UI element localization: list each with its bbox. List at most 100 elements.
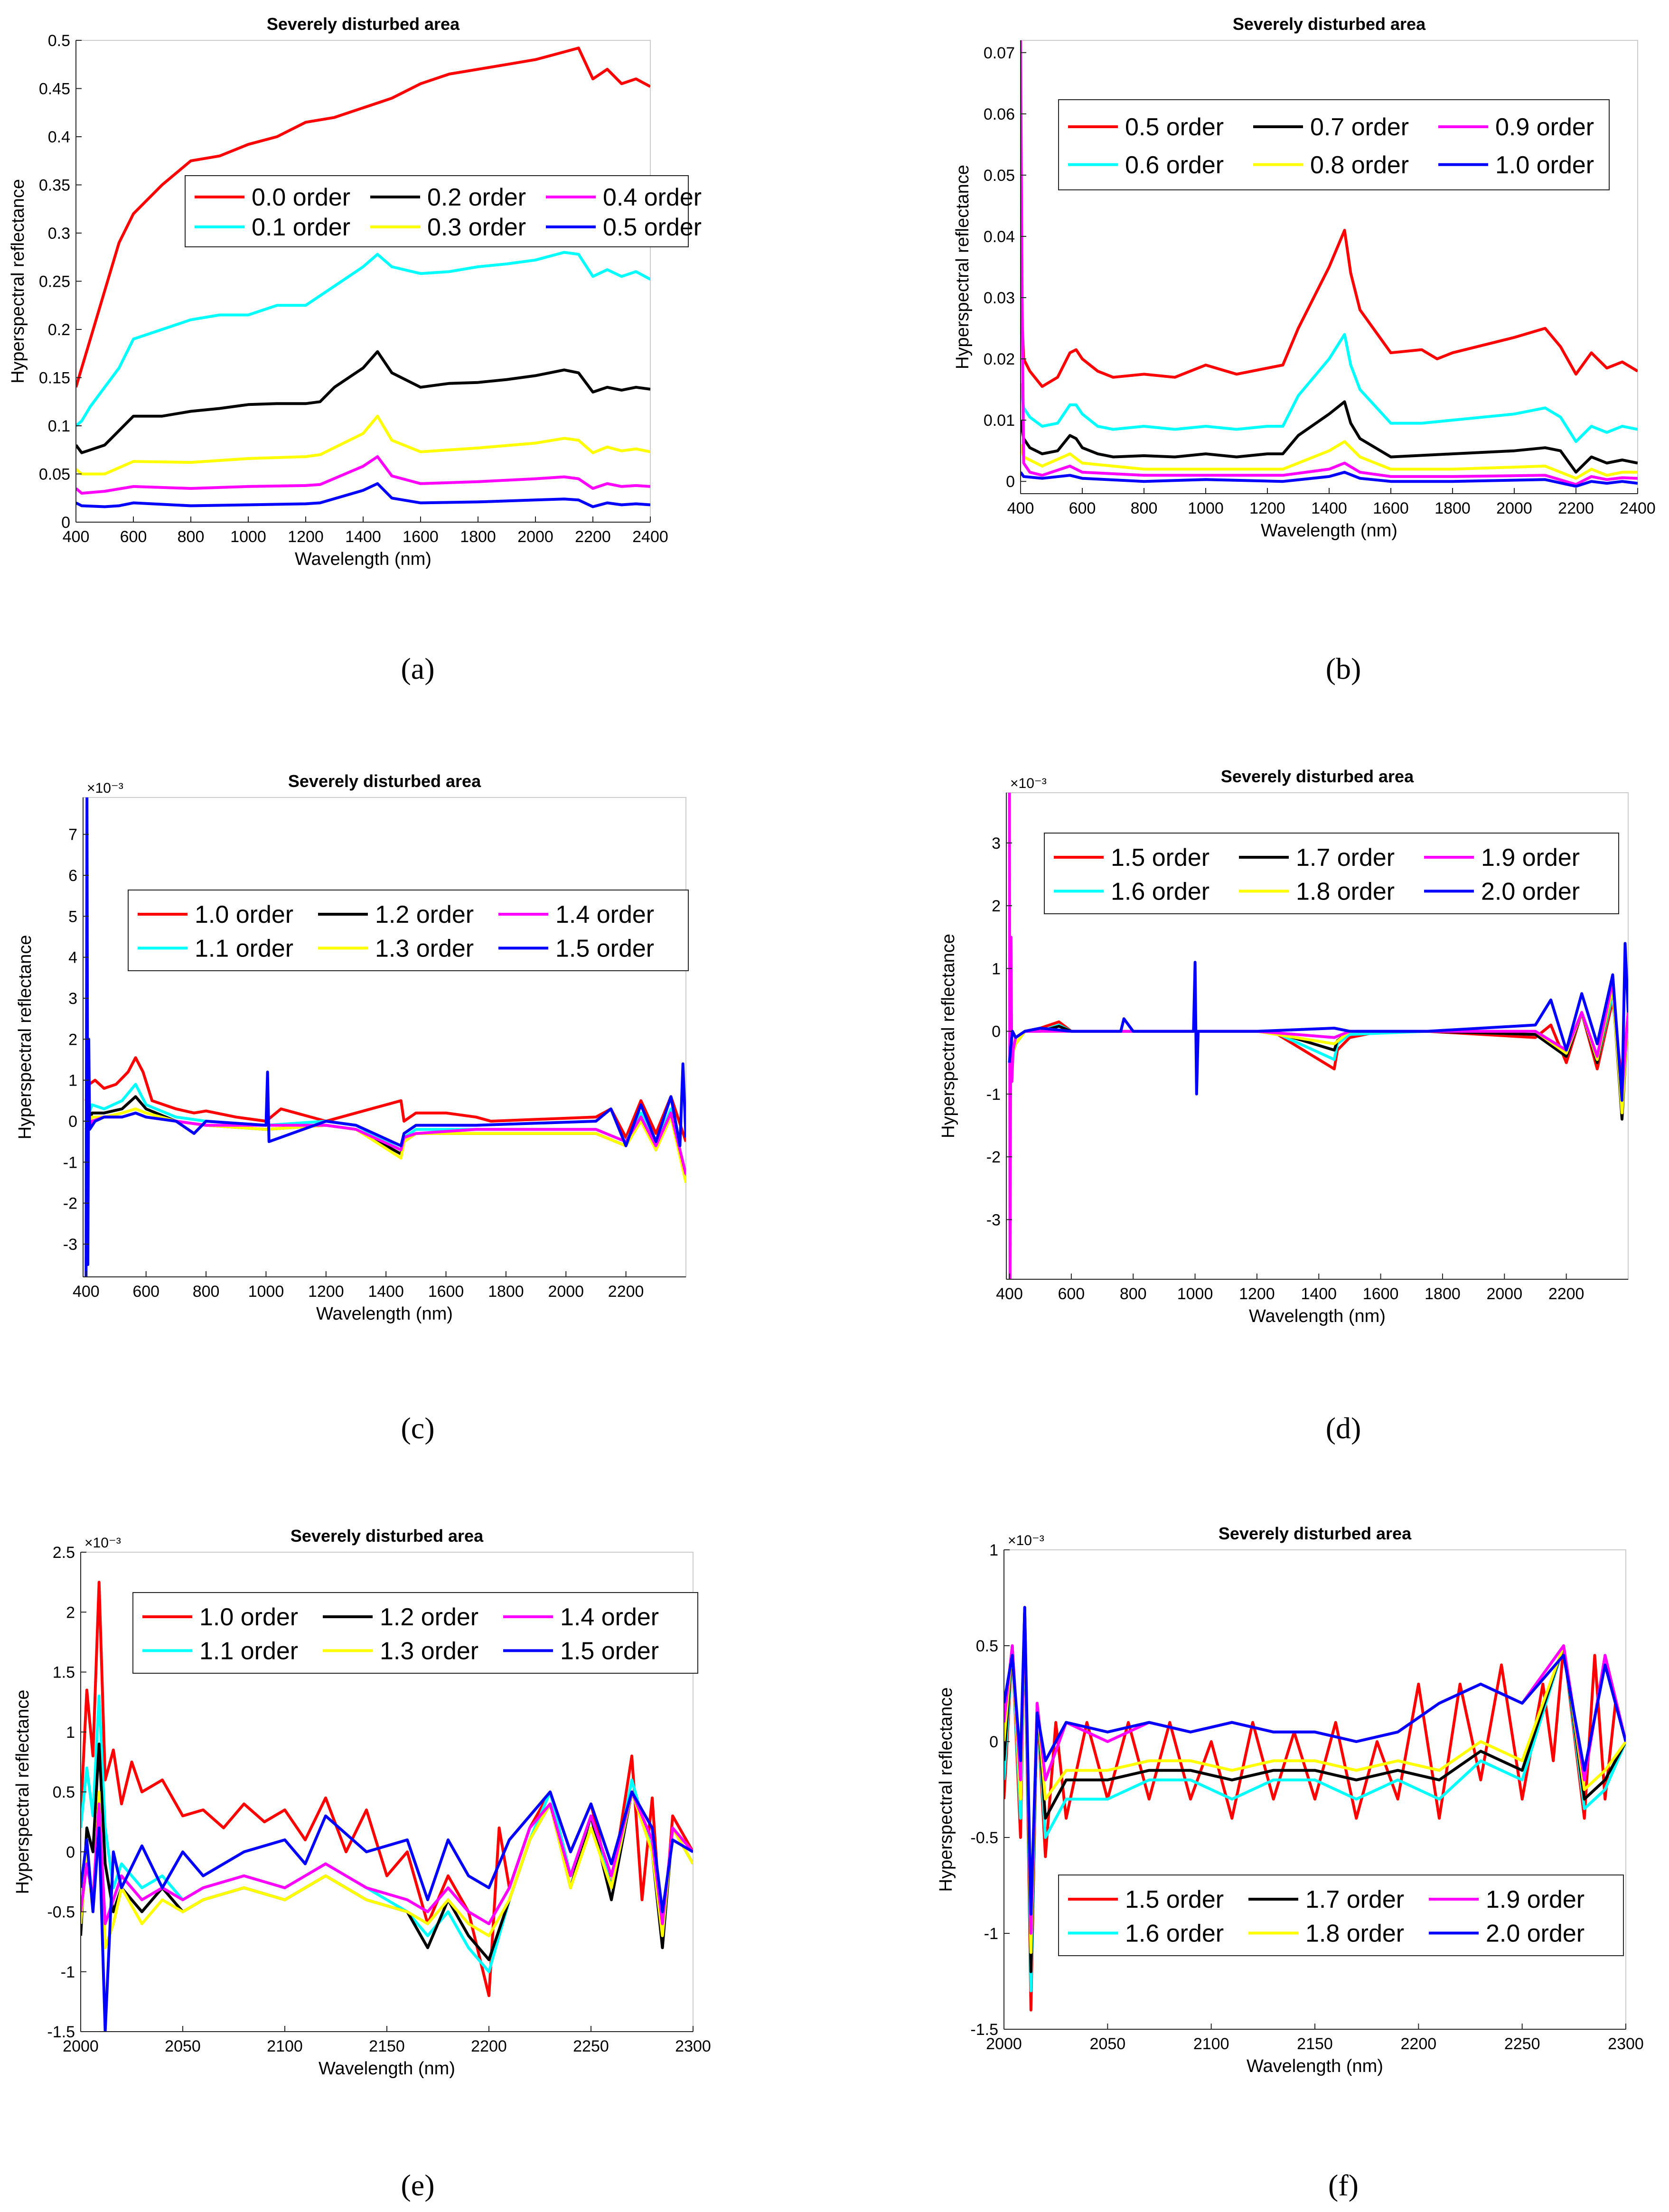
panel-e-y-axis-label: Hyperspectral reflectance <box>13 1690 33 1894</box>
panel-d-y-tick-label: -2 <box>986 1148 1001 1166</box>
panel-a-y-tick-label: 0.25 <box>39 273 70 291</box>
panel-f-y-tick-label: -1 <box>984 1925 998 1943</box>
panel-e-series-line-4 <box>81 1790 693 1950</box>
panel-f-legend-label: 1.8 order <box>1305 1920 1404 1947</box>
panel-a-legend-label: 0.3 order <box>427 214 526 241</box>
panel-b-y-tick-label: 0 <box>1006 473 1015 491</box>
panel-b-x-axis-label: Wavelength (nm) <box>1261 521 1397 541</box>
panel-d-y-tick-label: -3 <box>986 1211 1001 1229</box>
panel-a-legend-label: 0.1 order <box>252 214 350 241</box>
panel-b-x-tick-label: 1400 <box>1311 499 1347 517</box>
panel-a-x-tick-label: 800 <box>178 528 205 546</box>
panel-c-y-tick-label: 4 <box>68 949 77 967</box>
panel-b-series-line-5 <box>1021 40 1638 486</box>
panel-d-y-tick-label: -1 <box>986 1086 1001 1104</box>
panel-c-x-tick-label: 1600 <box>428 1283 464 1301</box>
panel-e-legend-label: 1.0 order <box>199 1603 298 1631</box>
panel-c-y-tick-label: 3 <box>68 990 77 1008</box>
panel-b-x-tick-label: 2400 <box>1620 499 1656 517</box>
panel-d-x-tick-label: 1000 <box>1177 1285 1213 1303</box>
panel-c-legend-label: 1.0 order <box>195 901 293 928</box>
panel-a-series-line-3 <box>76 350 650 454</box>
panel-d-x-tick-label: 2200 <box>1548 1285 1585 1303</box>
panel-e-y-tick-label: 2.5 <box>53 1544 75 1562</box>
panel-a-y-tick-label: 0 <box>61 514 70 532</box>
panel-a-legend-label: 0.2 order <box>427 184 526 211</box>
panel-b-title: Severely disturbed area <box>1233 14 1426 34</box>
panel-d-x-axis-label: Wavelength (nm) <box>1249 1306 1386 1326</box>
panel-b-series-line-1 <box>1021 229 1638 388</box>
panel-e-y-tick-label: 1.5 <box>53 1664 75 1682</box>
panel-a-legend-label: 0.0 order <box>252 184 350 211</box>
panel-e-y-tick-label: 0 <box>66 1843 75 1861</box>
panel-a-caption: (a) <box>401 652 434 685</box>
panel-d-legend-label: 1.6 order <box>1111 878 1210 905</box>
panel-b-x-tick-label: 800 <box>1131 499 1158 517</box>
panel-a-x-tick-label: 1800 <box>460 528 496 546</box>
panel-e-exponent-label: ×10⁻³ <box>84 1535 121 1551</box>
panel-d-legend: 1.5 order 1.6 order 1.7 order 1.8 order 1.9 … <box>1044 833 1619 914</box>
panel-e-y-tick-label: -1.5 <box>47 2023 75 2041</box>
panel-a-plot-area <box>75 40 651 523</box>
panel-b-x-tick-label: 2000 <box>1496 499 1532 517</box>
panel-f-series-line-6 <box>1004 1606 1626 1916</box>
panel-a-legend-box <box>185 175 689 247</box>
panel-d-caption: (d) <box>1326 1411 1361 1445</box>
panel-f-legend-box <box>1058 1875 1624 1956</box>
panel-d-series-line-6 <box>1008 942 1628 1102</box>
panel-c-y-tick-label: 2 <box>68 1031 77 1049</box>
panel-f-x-tick-label: 2250 <box>1504 2035 1540 2053</box>
panel-d-legend-box <box>1044 833 1619 914</box>
panel-f-y-tick-label: -1.5 <box>970 2021 998 2039</box>
panel-a-x-tick-label: 600 <box>120 528 147 546</box>
panel-d-x-tick-label: 1800 <box>1425 1285 1461 1303</box>
panel-c-x-tick-label: 1200 <box>308 1283 344 1301</box>
panel-a-y-tick-label: 0.45 <box>39 80 70 98</box>
panel-f-plot-area <box>1003 1549 1626 2030</box>
panel-c-x-tick-label: 800 <box>193 1283 220 1301</box>
panel-f-x-tick-label: 2100 <box>1193 2035 1229 2053</box>
panel-c-legend-label: 1.2 order <box>375 901 474 928</box>
panel-a-y-tick-label: 0.05 <box>39 466 70 484</box>
panel-b-series-line-2 <box>1021 333 1638 443</box>
panel-f-y-axis-label: Hyperspectral reflectance <box>936 1687 956 1892</box>
panel-c-exponent-label: ×10⁻³ <box>87 780 123 796</box>
panel-e-x-tick-label: 2000 <box>63 2037 99 2055</box>
panel-d-x-tick-label: 1400 <box>1301 1285 1337 1303</box>
panel-d-y-tick-label: 0 <box>992 1023 1001 1041</box>
panel-c-x-tick-label: 1000 <box>248 1283 284 1301</box>
panel-d-y-axis-label: Hyperspectral reflectance <box>938 934 958 1138</box>
panel-f-y-tick-label: 1 <box>989 1541 998 1559</box>
panel-b-y-tick-label: 0.02 <box>984 350 1015 368</box>
panel-e-y-tick-label: -1 <box>61 1963 75 1981</box>
panel-e-legend-label: 1.1 order <box>199 1637 298 1665</box>
panel-c-legend-label: 1.1 order <box>195 935 293 962</box>
panel-e-x-axis-label: Wavelength (nm) <box>319 2059 455 2079</box>
panel-e-x-tick-label: 2050 <box>165 2037 201 2055</box>
panel-e-y-tick-label: 2 <box>66 1603 75 1622</box>
panel-d-y-tick-label: 1 <box>992 960 1001 978</box>
panel-b-y-tick-label: 0.05 <box>984 167 1015 185</box>
panel-e-y-tick-label: 1 <box>66 1724 75 1742</box>
panel-e-legend-box <box>132 1592 698 1674</box>
panel-f-title: Severely disturbed area <box>1219 1524 1412 1543</box>
panel-b-legend-label: 0.7 order <box>1310 113 1409 141</box>
panel-e-x-tick-label: 2150 <box>369 2037 405 2055</box>
panel-c-x-tick-label: 2000 <box>548 1283 584 1301</box>
panel-b-legend: 0.5 order 0.6 order 0.7 order 0.8 order 0.9 … <box>1058 99 1610 190</box>
panel-b-legend-label: 0.5 order <box>1125 113 1224 141</box>
panel-f-x-tick-label: 2200 <box>1401 2035 1437 2053</box>
panel-e-x-tick-label: 2100 <box>267 2037 303 2055</box>
panel-f-legend-label: 1.5 order <box>1125 1886 1224 1913</box>
panel-f-x-axis-label: Wavelength (nm) <box>1247 2056 1383 2076</box>
panel-a-series-line-6 <box>76 482 650 508</box>
panel-b-x-tick-label: 400 <box>1007 499 1034 517</box>
panel-f-legend-label: 1.6 order <box>1125 1920 1224 1947</box>
panel-b-y-tick-label: 0.01 <box>984 412 1015 430</box>
panel-c-x-tick-label: 1800 <box>488 1283 524 1301</box>
panel-a-title: Severely disturbed area <box>267 14 460 34</box>
panel-d-x-tick-label: 2000 <box>1486 1285 1522 1303</box>
panel-b-y-tick-label: 0.04 <box>984 228 1015 246</box>
panel-b-x-tick-label: 1200 <box>1249 499 1285 517</box>
